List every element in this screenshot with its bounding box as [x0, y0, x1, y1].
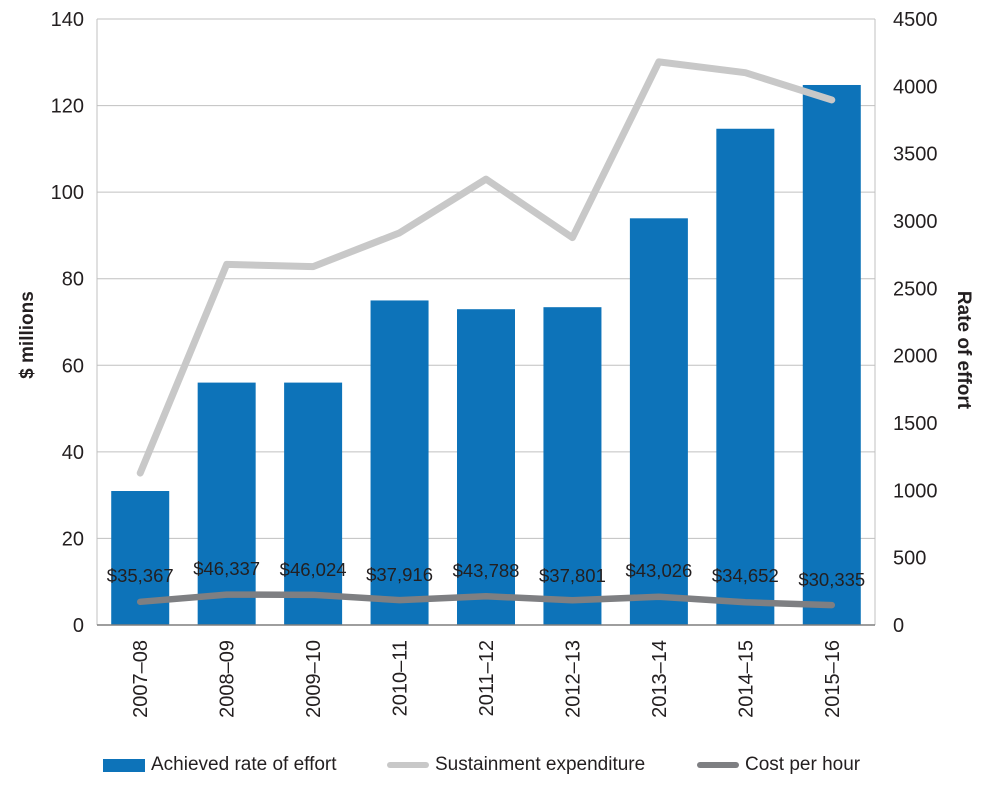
bar-2013-14: [629, 218, 688, 625]
data-label-2013-14: $43,026: [625, 560, 692, 581]
data-label-2012-13: $37,801: [539, 565, 606, 586]
x-axis-tick-label-2013-14: 2013–14: [649, 640, 671, 718]
left-axis-tick-label: 100: [51, 182, 84, 204]
data-label-2015-16: $30,335: [798, 569, 865, 590]
left-axis-tick-label: 80: [62, 269, 84, 291]
bar-2008-09: [197, 382, 256, 625]
left-axis-tick-label: 0: [73, 615, 84, 637]
right-axis-tick-label: 4500: [893, 9, 938, 31]
data-label-2009-10: $46,024: [280, 559, 347, 580]
legend: Achieved rate of effort Sustainment expe…: [0, 750, 987, 780]
line-cost-per-hour: [136, 591, 836, 609]
x-axis-tick-label-2009-10: 2009–10: [303, 640, 325, 718]
right-axis-title: Rate of effort: [953, 290, 974, 410]
x-axis-tick-label-2011-12: 2011–12: [476, 640, 498, 716]
x-axis-tick-label-2014-15: 2014–15: [735, 640, 757, 718]
data-label-2008-09: $46,337: [193, 558, 260, 579]
line-swatch-icon: [387, 762, 429, 768]
line-sustainment-expenditure: [136, 58, 836, 477]
bar-2010-11: [370, 300, 429, 625]
right-axis-tick-label: 2000: [893, 346, 938, 368]
left-axis-tick-label: 60: [62, 355, 84, 377]
right-axis-tick-label: 2500: [893, 278, 938, 300]
x-axis-tick-label-2007-08: 2007–08: [130, 640, 152, 718]
x-axis-tick-label-2010-11: 2010–11: [390, 640, 412, 716]
data-label-2007-08: $35,367: [107, 565, 174, 586]
bar-2011-12: [457, 309, 515, 625]
bar-2012-13: [543, 307, 602, 625]
line-swatch-icon: [697, 762, 739, 768]
bar-2014-15: [716, 128, 775, 625]
bar-2009-10: [284, 382, 343, 625]
legend-label: Cost per hour: [745, 754, 861, 775]
data-label-2011-12: $43,788: [453, 560, 520, 581]
right-axis-tick-label: 500: [893, 548, 926, 570]
x-axis-tick-label-2012-13: 2012–13: [562, 640, 584, 718]
legend-label: Sustainment expenditure: [435, 754, 646, 775]
right-axis-tick-label: 3000: [893, 211, 938, 233]
legend-label: Achieved rate of effort: [151, 754, 337, 775]
data-label-2014-15: $34,652: [712, 565, 779, 586]
right-axis-tick-label: 3500: [893, 144, 938, 166]
bar-2015-16: [802, 84, 861, 625]
left-axis-tick-label: 140: [51, 9, 84, 31]
left-axis-tick-label: 40: [62, 442, 84, 464]
right-axis-tick-label: 4000: [893, 76, 938, 98]
bar-swatch-icon: [103, 758, 145, 772]
left-axis-tick-label: 120: [51, 96, 84, 118]
legend-item-achieved-rate-of-effort: Achieved rate of effort: [103, 750, 337, 780]
chart-canvas: 0 20 40 60 80 100 120 140 0 500 1000 1500 2000 2500 30…: [51, 9, 938, 718]
right-axis-tick-label: 0: [893, 615, 904, 637]
legend-item-sustainment-expenditure: Sustainment expenditure: [387, 750, 645, 780]
right-axis-tick-label: 1000: [893, 480, 938, 502]
data-label-2010-11: $37,916: [366, 564, 433, 585]
right-axis-tick-label: 1500: [893, 413, 938, 435]
left-axis-tick-label: 20: [62, 528, 84, 550]
legend-item-cost-per-hour: Cost per hour: [697, 750, 860, 780]
x-axis-tick-label-2015-16: 2015–16: [822, 640, 844, 718]
x-axis-tick-label-2008-09: 2008–09: [217, 640, 239, 718]
left-axis-title: $ millions: [17, 291, 38, 379]
